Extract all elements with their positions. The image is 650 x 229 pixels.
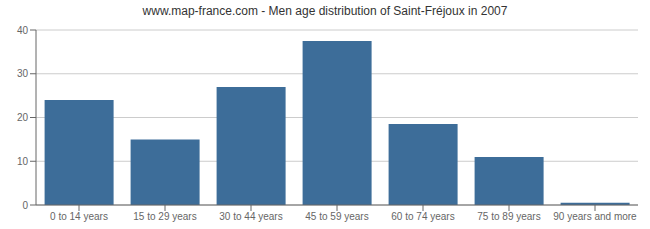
svg-text:90 years and more: 90 years and more <box>553 211 637 222</box>
svg-text:10: 10 <box>17 156 29 167</box>
svg-text:20: 20 <box>17 112 29 123</box>
svg-text:0 to 14 years: 0 to 14 years <box>50 211 108 222</box>
svg-text:45 to 59 years: 45 to 59 years <box>305 211 368 222</box>
svg-text:15 to 29 years: 15 to 29 years <box>133 211 196 222</box>
svg-text:30: 30 <box>17 68 29 79</box>
svg-text:60 to 74 years: 60 to 74 years <box>391 211 454 222</box>
svg-text:30 to 44 years: 30 to 44 years <box>219 211 282 222</box>
html-text:www.map-france.com - Men age d: www.map-france.com - Men age distributio… <box>142 4 508 18</box>
svg-text:0: 0 <box>22 200 28 211</box>
svg-text:40: 40 <box>17 25 29 36</box>
svg-text:75 to 89 years: 75 to 89 years <box>477 211 540 222</box>
